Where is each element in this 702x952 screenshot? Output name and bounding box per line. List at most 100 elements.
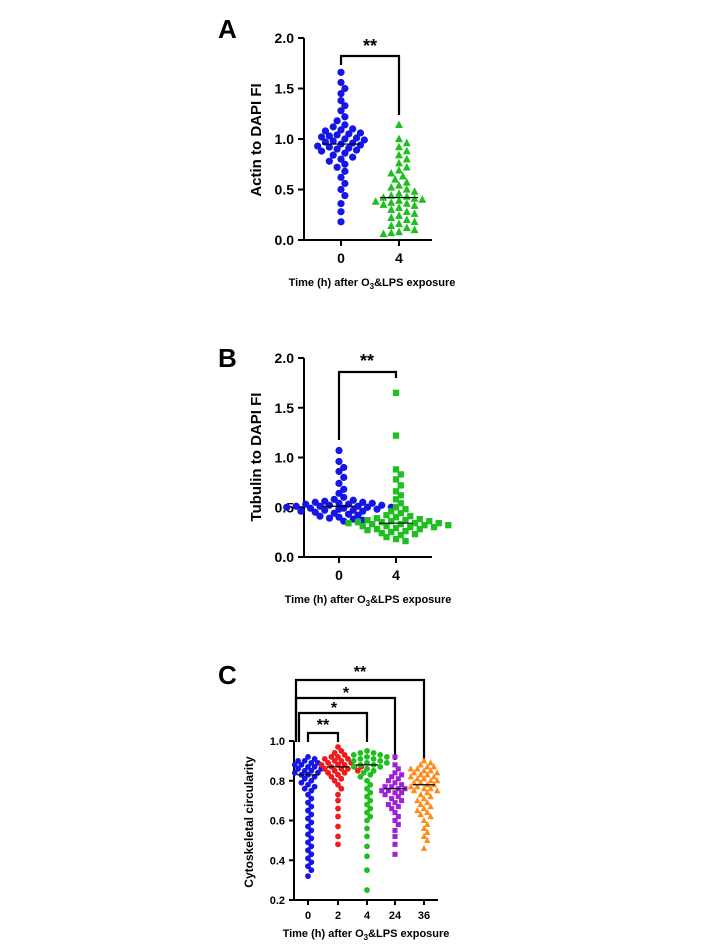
data-point [354, 767, 361, 774]
data-point [350, 752, 357, 758]
data-point [420, 844, 428, 851]
data-point [382, 784, 388, 790]
data-point [383, 759, 390, 766]
panel-a-xtick: 0 [337, 250, 345, 266]
panel-b-y-axis [298, 357, 305, 558]
data-point [308, 759, 315, 766]
data-point [308, 777, 315, 784]
data-point [337, 126, 345, 134]
panel-a-ytick: 0.0 [275, 232, 295, 248]
panel-c-significance-label: * [331, 700, 338, 717]
data-point [325, 157, 333, 165]
panel-b-significance-label: ** [360, 351, 374, 371]
data-point [367, 813, 374, 820]
data-point [335, 479, 343, 487]
data-point [305, 807, 311, 814]
data-point [399, 798, 405, 804]
data-point [364, 853, 370, 860]
data-point [337, 173, 345, 181]
panel-b-xtick: 4 [392, 567, 400, 583]
data-point [308, 867, 315, 874]
data-point [398, 172, 407, 180]
data-point [325, 143, 333, 151]
data-point [389, 784, 395, 790]
data-point [402, 154, 411, 163]
data-point [311, 755, 318, 762]
panel-a-y-axis [298, 37, 305, 241]
data-point [389, 806, 395, 812]
data-point [328, 773, 335, 780]
data-point [395, 189, 403, 197]
data-point [411, 520, 419, 527]
data-point [395, 776, 401, 782]
panel-b-xlabel: Time (h) after O3&LPS exposure [285, 594, 452, 608]
data-point [337, 200, 345, 208]
panel-c-significance-bracket [294, 678, 426, 760]
data-point [378, 529, 385, 537]
data-point [364, 777, 370, 784]
data-point [325, 501, 334, 509]
data-point [301, 775, 308, 782]
data-point [417, 761, 424, 768]
data-point [331, 757, 338, 764]
data-point [364, 887, 370, 893]
data-point [383, 533, 390, 541]
panel-a-ytick: 0.5 [275, 182, 295, 198]
data-point [301, 767, 308, 774]
data-point [417, 791, 424, 798]
data-point [392, 524, 400, 532]
data-point [335, 744, 341, 750]
data-point [395, 165, 403, 174]
data-point [305, 781, 311, 788]
data-point [424, 789, 431, 796]
panel-c-letter: C [218, 660, 237, 690]
panel-c-significance-bracket [297, 711, 369, 742]
data-point [337, 97, 345, 105]
data-point [295, 757, 301, 764]
data-point [340, 485, 348, 493]
data-point [434, 787, 441, 794]
data-point [411, 530, 419, 538]
data-point [392, 770, 398, 776]
data-point [349, 496, 357, 504]
panel-c-ytick: 1.0 [270, 736, 285, 748]
data-point [338, 785, 345, 792]
data-point [305, 873, 311, 880]
data-point [308, 851, 315, 858]
data-point [402, 162, 411, 171]
data-point [392, 514, 400, 521]
data-point [385, 802, 391, 808]
data-point [392, 851, 398, 857]
data-point [363, 503, 372, 511]
data-point [301, 785, 308, 792]
panel-b-ytick: 1.0 [275, 450, 295, 466]
data-point [321, 765, 328, 772]
data-point [402, 192, 411, 200]
data-point [318, 761, 325, 768]
data-point [395, 134, 403, 143]
panel-b-letter: B [218, 343, 237, 373]
data-point [385, 778, 391, 784]
data-point [308, 859, 315, 866]
data-point [305, 791, 311, 798]
data-point [337, 208, 345, 216]
data-point [325, 769, 331, 776]
data-point [341, 191, 349, 200]
data-point [354, 502, 362, 510]
data-point [367, 781, 374, 788]
panel-a-ytick: 1.0 [275, 131, 295, 147]
data-point [308, 811, 315, 818]
data-point [335, 781, 341, 788]
data-point [373, 515, 381, 522]
data-point [399, 782, 405, 788]
panel-a-ytick: 2.0 [275, 30, 295, 46]
data-point [395, 794, 401, 800]
data-point [395, 158, 403, 167]
data-point [379, 788, 385, 794]
data-point [364, 748, 370, 754]
data-point [395, 766, 401, 772]
data-point [359, 507, 367, 515]
data-point [392, 466, 400, 473]
data-point [335, 446, 343, 455]
